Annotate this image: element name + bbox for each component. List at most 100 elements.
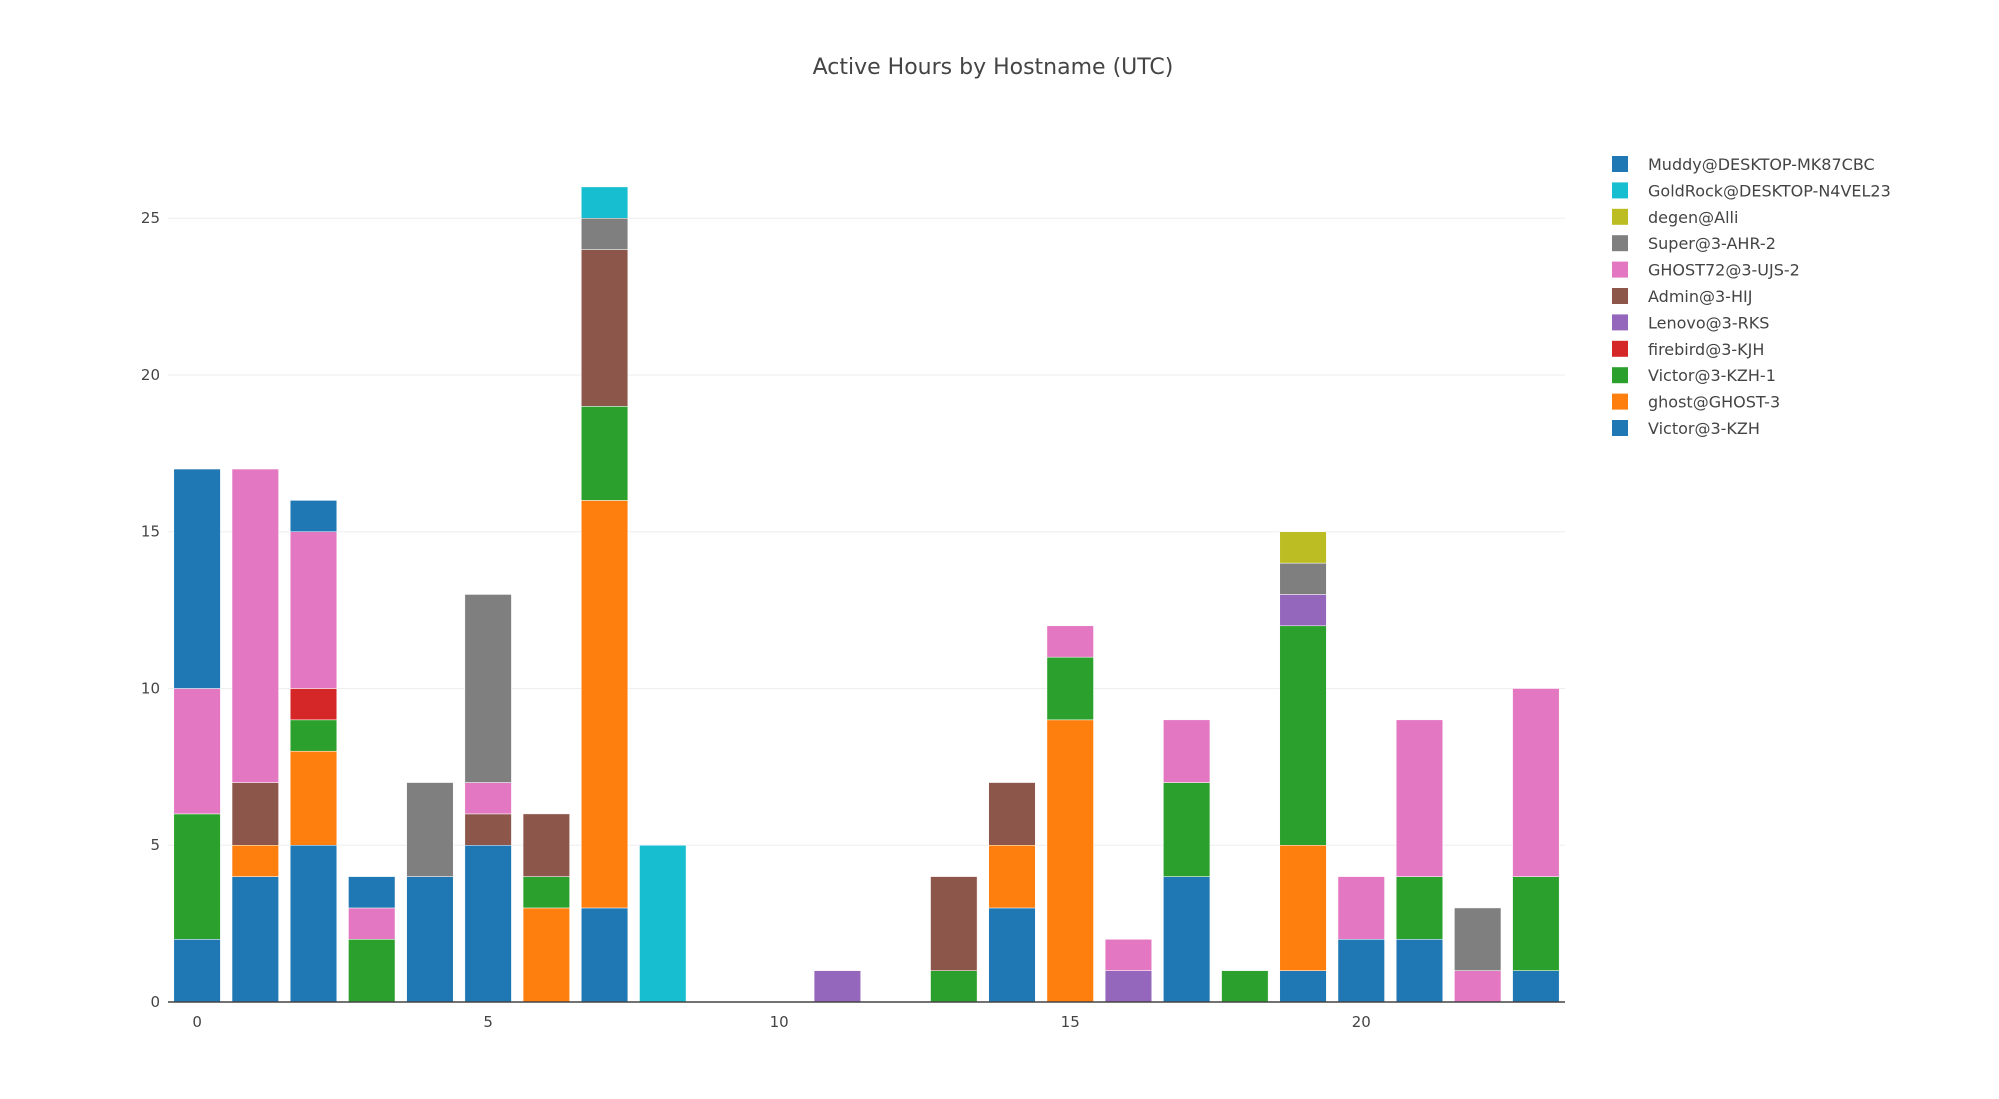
legend-label: degen@Alli (1648, 208, 1738, 227)
bar-segment (289, 500, 338, 532)
bar-segment (988, 907, 1036, 1003)
bar-segment (464, 813, 512, 846)
bar-segment (231, 782, 279, 846)
bar-segment (522, 907, 570, 1003)
bars (173, 186, 1560, 1003)
legend-item[interactable]: GHOST72@3-UJS-2 (1612, 261, 1800, 280)
bar-segment (930, 970, 978, 1003)
bar-segment (1512, 970, 1560, 1003)
legend-item[interactable]: GoldRock@DESKTOP-N4VEL23 (1612, 181, 1891, 200)
legend-swatch (1612, 288, 1628, 304)
bar-segment (289, 719, 338, 752)
legend-swatch (1612, 182, 1628, 199)
bar-segment (581, 907, 629, 1003)
bar-segment (348, 939, 396, 1003)
bar-segment (173, 813, 221, 940)
legend-label: GHOST72@3-UJS-2 (1648, 261, 1800, 280)
legend-swatch (1612, 393, 1628, 410)
legend-label: firebird@3-KJH (1648, 340, 1764, 359)
axes: 0 5 10 15 20 25 0 5 10 15 20 (141, 209, 1565, 1031)
bar-segment (1512, 876, 1560, 971)
bar-segment (1337, 939, 1385, 1003)
bar-segment (988, 844, 1036, 909)
legend-label: Victor@3-KZH (1648, 419, 1760, 438)
legend-item[interactable]: Victor@3-KZH (1612, 419, 1760, 438)
legend-label: ghost@GHOST-3 (1648, 393, 1780, 412)
legend-swatch (1612, 235, 1628, 252)
bar-segment (1279, 970, 1327, 1003)
bar-segment (406, 876, 454, 1003)
legend-swatch (1612, 340, 1628, 357)
bar-segment (1454, 970, 1502, 1003)
bar-segment (464, 782, 512, 815)
x-tick-label: 10 (770, 1013, 789, 1031)
legend-swatch (1612, 314, 1628, 331)
bar-segment (173, 688, 221, 815)
legend-item[interactable]: Lenovo@3-RKS (1612, 313, 1769, 332)
x-tick-label: 0 (192, 1013, 202, 1031)
legend-item[interactable]: Admin@3-HIJ (1612, 287, 1752, 306)
bar-segment (522, 876, 570, 909)
bar-segment (1512, 688, 1560, 877)
y-tick-label: 0 (150, 993, 160, 1011)
legend-swatch (1612, 156, 1628, 172)
bar-segment (231, 468, 279, 783)
bar-segment (231, 844, 279, 877)
y-tick-label: 20 (141, 366, 160, 384)
bar-segment (1046, 656, 1094, 721)
legend-item[interactable]: Victor@3-KZH-1 (1612, 366, 1776, 385)
bar-segment (1279, 562, 1327, 595)
bar-segment (930, 876, 978, 971)
bar-segment (289, 750, 338, 846)
bar-segment (464, 844, 512, 1003)
y-tick-label: 15 (141, 523, 160, 541)
bar-segment (1163, 876, 1211, 1003)
x-tick-label: 5 (483, 1013, 493, 1031)
bar-segment (231, 876, 279, 1003)
legend-item[interactable]: degen@Alli (1612, 208, 1738, 227)
bar-segment (1046, 719, 1094, 1003)
bar-segment (581, 500, 629, 909)
legend-label: Lenovo@3-RKS (1648, 313, 1769, 332)
bar-segment (406, 782, 454, 877)
bar-segment (1221, 970, 1269, 1003)
bar-segment (1337, 876, 1385, 940)
bar-segment (1104, 939, 1152, 971)
bar-segment (639, 844, 687, 1003)
bar-segment (173, 939, 221, 1003)
bar-segment (1279, 594, 1327, 627)
legend-item[interactable]: ghost@GHOST-3 (1612, 393, 1780, 412)
legend[interactable]: Muddy@DESKTOP-MK87CBC GoldRock@DESKTOP-N4… (1612, 155, 1891, 438)
bar-segment (1279, 531, 1327, 564)
legend-item[interactable]: Super@3-AHR-2 (1612, 234, 1776, 253)
legend-item[interactable]: Muddy@DESKTOP-MK87CBC (1612, 155, 1875, 174)
legend-label: GoldRock@DESKTOP-N4VEL23 (1648, 181, 1891, 200)
gridlines (168, 217, 1565, 846)
legend-swatch (1612, 261, 1628, 278)
legend-label: Victor@3-KZH-1 (1648, 366, 1776, 385)
bar-segment (348, 876, 396, 909)
bar-segment (289, 531, 338, 689)
bar-segment (464, 594, 512, 783)
legend-item[interactable]: firebird@3-KJH (1612, 340, 1764, 359)
bar-segment (1454, 907, 1502, 971)
bar-segment (522, 813, 570, 877)
bar-segment (581, 406, 629, 501)
bar-segment (1395, 939, 1444, 1003)
x-tick-label: 20 (1352, 1013, 1371, 1031)
bar-segment (1104, 970, 1152, 1003)
bar-segment (988, 782, 1036, 846)
y-tick-label: 10 (141, 679, 160, 697)
x-tick-label: 15 (1061, 1013, 1080, 1031)
y-tick-label: 25 (141, 209, 160, 227)
legend-swatch (1612, 367, 1628, 384)
legend-label: Super@3-AHR-2 (1648, 234, 1776, 253)
bar-segment (813, 970, 861, 1003)
y-tick-label: 5 (150, 836, 160, 854)
legend-label: Admin@3-HIJ (1648, 287, 1752, 306)
legend-swatch (1612, 208, 1628, 225)
bar-segment (289, 844, 338, 1003)
bar-segment (1395, 719, 1444, 877)
bar-segment (581, 186, 629, 219)
